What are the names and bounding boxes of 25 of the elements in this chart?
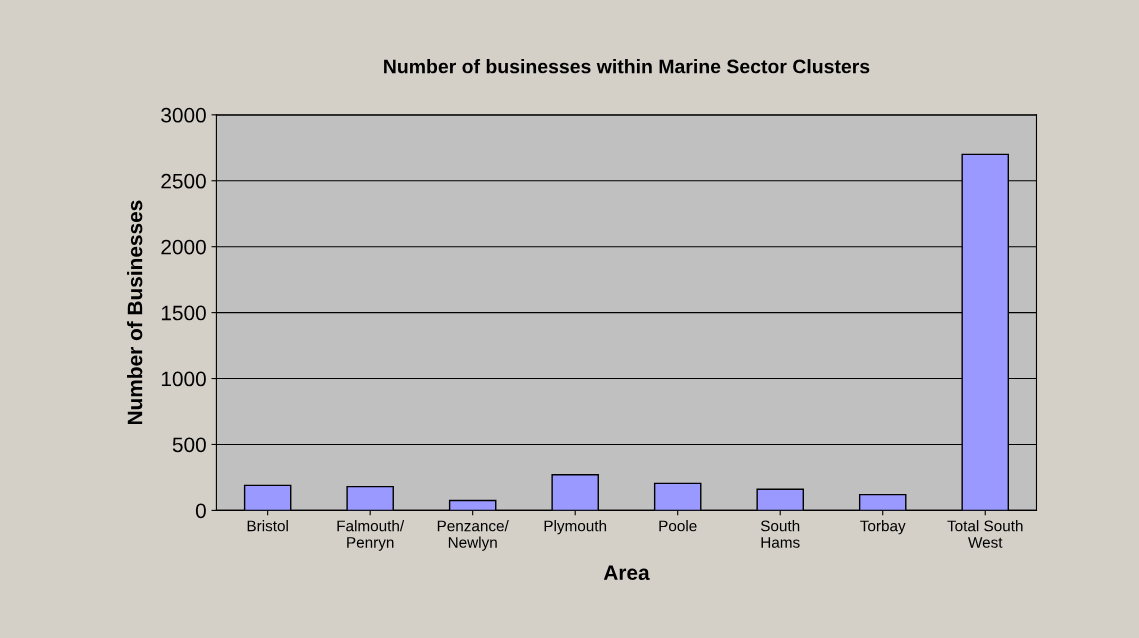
- x-tick-label: South Hams: [760, 520, 800, 548]
- x-tick-label: Poole: [659, 520, 697, 532]
- bar: [858, 493, 907, 511]
- x-axis-title: Area: [603, 565, 650, 581]
- x-tick-label: Bristol: [247, 520, 288, 532]
- x-tick-label: Plymouth: [544, 520, 607, 535]
- y-tick-label: 1500: [161, 305, 206, 321]
- chart-title: Number of businesses within Marine Sector Clusters: [384, 59, 870, 74]
- y-tick-label: 500: [172, 437, 206, 453]
- x-tick-label: Total South West: [947, 520, 1023, 548]
- bar: [756, 488, 804, 511]
- y-axis-title: Number of Businesses: [127, 200, 143, 425]
- y-tick-label: 2000: [161, 239, 206, 255]
- y-tick-label: 1000: [161, 371, 206, 387]
- bar: [551, 474, 599, 511]
- bar: [243, 484, 292, 511]
- x-tick-label: Torbay: [860, 520, 906, 535]
- bar: [653, 482, 702, 511]
- y-tick-label: 3000: [161, 107, 206, 123]
- bar: [448, 499, 497, 511]
- x-tick-label: Penzance/ Newlyn: [437, 520, 509, 551]
- y-tick-label: 0: [195, 503, 206, 519]
- bar: [346, 485, 394, 511]
- y-tick-label: 2500: [161, 173, 206, 189]
- x-tick-label: Falmouth/ Penryn: [337, 520, 405, 551]
